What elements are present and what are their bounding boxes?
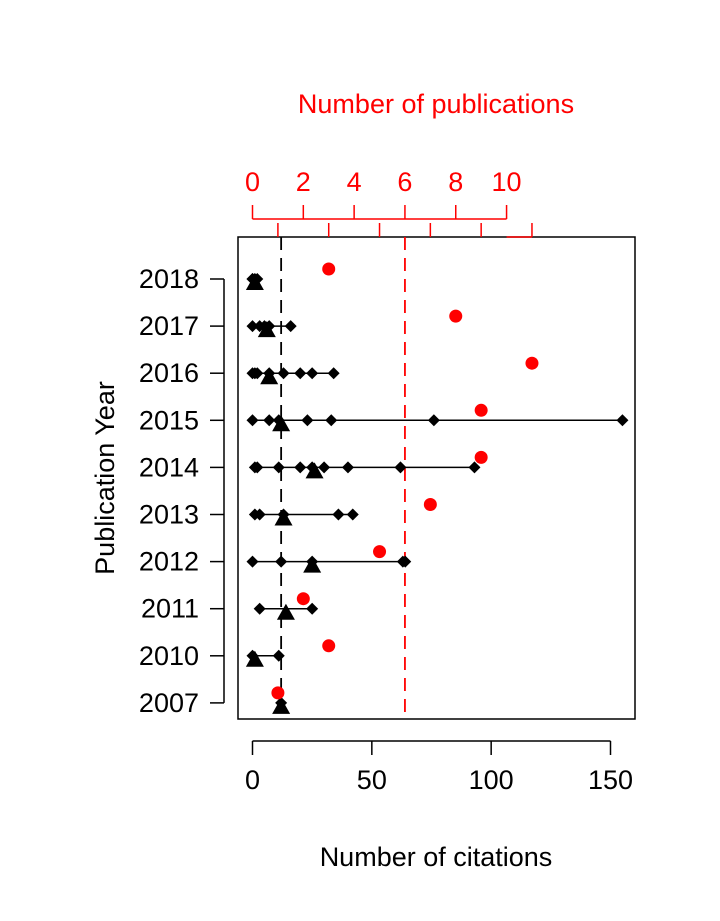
citation-point [332,508,345,521]
publication-count-point [322,262,336,276]
median-citation-point [245,650,264,667]
median-citation-point [305,462,324,479]
median-citation-point [257,321,276,338]
median-citation-point [260,368,279,385]
publication-count-point [271,686,285,700]
citation-point [306,367,319,380]
citation-point [427,414,440,427]
x-tick-label: 100 [469,765,514,795]
citation-point [251,461,264,474]
citation-point [263,414,276,427]
y-tick-label: 2017 [139,311,199,341]
median-citation-point [272,697,291,714]
citation-point [346,508,359,521]
citation-point [251,367,264,380]
top-tick-label: 0 [245,167,260,197]
y-tick-label: 2011 [141,594,199,624]
citation-point [327,367,340,380]
publication-count-point [423,498,437,511]
median-citation-point [274,509,293,526]
citation-point [275,555,288,568]
citation-point [468,461,481,474]
x-axis-title: Number of citations [320,842,553,872]
axes: 0 50 100 150 0 2 4 6 8 10 2018 2017 2016 2015 2014 2013… [139,167,633,795]
top-tick-label: 4 [347,167,362,197]
citation-point [306,602,319,615]
citation-point [272,649,285,662]
citation-point [246,414,259,427]
median-citation-point [276,603,295,620]
citation-point [294,461,307,474]
y-tick-label: 2015 [139,405,199,435]
citation-point [301,414,314,427]
reference-lines [280,237,406,719]
publication-count-point [322,639,336,653]
y-tick-label: 2007 [139,688,199,718]
y-tick-label: 2010 [139,641,199,671]
citation-point [294,367,307,380]
plot-frame [237,236,636,720]
top-axis-title: Number of publications [298,89,574,119]
median-citation-point [303,556,322,573]
publication-count-point [474,450,488,464]
citation-point [325,414,338,427]
citation-point [253,602,266,615]
y-tick-label: 2012 [139,547,199,577]
citation-point [394,461,407,474]
citation-point [272,461,285,474]
citation-point [399,555,412,568]
y-tick-label: 2018 [139,264,199,294]
citation-point [246,320,259,333]
citation-point [341,461,354,474]
citation-point [253,508,266,521]
citation-point [616,414,629,427]
publication-count-point [373,545,387,559]
median-citation-point [272,415,291,432]
median-citation-point [245,274,264,290]
publication-count-point [449,309,463,323]
x-tick-label: 0 [245,765,260,795]
x-tick-label: 150 [588,765,633,795]
y-tick-label: 2014 [139,452,199,482]
publication-count-point [474,403,488,417]
citation-point [277,367,290,380]
publication-count-point [296,592,310,606]
chart-marks [245,262,629,714]
top-tick-label: 10 [492,167,522,197]
top-tick-label: 6 [397,167,412,197]
top-tick-label: 2 [296,167,311,197]
y-axis-title: Publication Year [90,381,120,575]
citation-point [246,555,259,568]
y-tick-label: 2013 [139,500,199,530]
y-tick-label: 2016 [139,358,199,388]
citation-point [318,461,331,474]
top-tick-label: 8 [448,167,463,197]
x-tick-label: 50 [357,765,387,795]
publication-count-point [525,356,539,370]
citation-point [284,320,297,333]
